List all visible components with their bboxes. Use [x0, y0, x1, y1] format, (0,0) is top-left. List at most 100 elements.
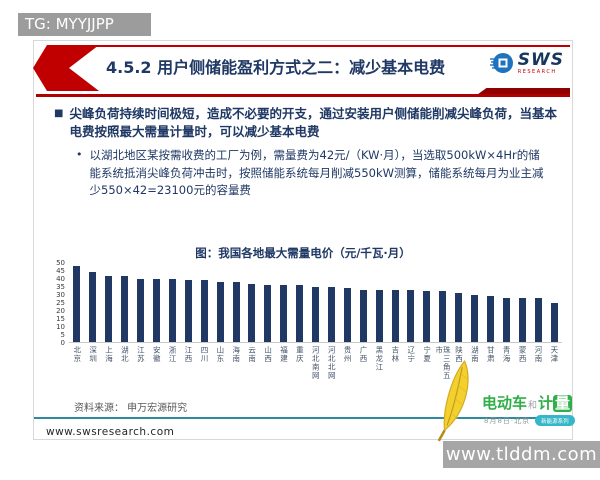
bar-slot	[482, 263, 499, 343]
bar	[534, 297, 542, 342]
bar	[375, 289, 383, 342]
bar-slot	[180, 263, 197, 343]
bar	[184, 280, 192, 342]
x-tick-label: 蒙西	[518, 346, 528, 363]
bar-column: 河北北网	[323, 263, 340, 389]
x-tick-label: 上海	[104, 346, 114, 363]
brand-boxed-char: 量	[553, 394, 573, 413]
x-tick-label: 天津	[549, 346, 559, 363]
bar-slot	[307, 263, 324, 343]
x-tick-label: 宁夏	[422, 346, 432, 363]
bar	[105, 275, 113, 342]
y-tick-label: 40	[56, 274, 65, 283]
y-tick-label: 50	[56, 258, 65, 267]
bar	[280, 285, 288, 342]
bar-column: 贵州	[339, 263, 356, 389]
bar-column: 上海	[100, 263, 117, 389]
x-tick-label: 山西	[263, 346, 273, 363]
y-tick-label: 0	[60, 338, 65, 347]
bar-column: 深圳	[84, 263, 101, 389]
bar	[152, 278, 160, 342]
bar	[312, 286, 320, 342]
bar-column: 山西	[259, 263, 276, 389]
y-tick-label: 35	[56, 282, 65, 291]
x-tick-label: 江苏	[136, 346, 146, 363]
bar-column: 海南	[228, 263, 244, 389]
bar	[248, 283, 256, 342]
tg-watermark-label: TG: MYYJJPP	[18, 13, 151, 36]
y-tick-label: 15	[56, 314, 65, 323]
bar-slot	[148, 263, 165, 343]
dot-bullet-icon: •	[76, 148, 83, 162]
bar-column: 江苏	[132, 263, 149, 389]
bar-slot	[164, 263, 181, 343]
x-tick-label: 珠三角五市	[434, 346, 452, 380]
x-tick-label: 河南	[533, 346, 543, 363]
bar-slot	[196, 263, 213, 343]
sws-website-text: www.swsresearch.com	[46, 426, 175, 438]
bar	[487, 296, 495, 342]
bar-slot	[355, 263, 372, 343]
bar-slot	[116, 263, 133, 343]
x-tick-label: 青海	[502, 346, 512, 363]
bar	[502, 297, 510, 342]
bar-column: 黑龙江	[371, 263, 388, 389]
bar	[200, 280, 208, 342]
x-tick-label: 湖南	[470, 346, 480, 363]
brand-subtitle: 8月8日·北京	[484, 416, 531, 425]
bar-column: 北京	[69, 263, 85, 389]
bullet-level1: ■ 尖峰负荷持续时间极短，造成不必要的开支，通过安装用户侧储能削减尖峰负荷，当基…	[54, 105, 560, 141]
bar-column: 云南	[243, 263, 260, 389]
plot-area: 北京 深圳 上海 湖北 江苏 安徽 浙江 江西 四川 山东 海南 云南 山西 福建 重庆 河北南网 河北北网 贵州…	[69, 263, 563, 389]
bar	[359, 289, 367, 342]
bar	[471, 294, 479, 342]
sws-logo-subtext: RESEARCH	[517, 68, 557, 75]
bar-slot	[434, 263, 451, 343]
sws-globe-icon	[489, 53, 513, 73]
x-tick-label: 湖北	[120, 346, 130, 363]
header-underline-thick	[474, 88, 570, 97]
header-underline-thin	[36, 94, 570, 97]
bar-slot	[259, 263, 276, 343]
x-tick-label: 陕西	[454, 346, 464, 363]
sws-logo: SWS RESEARCH	[489, 51, 564, 75]
footer-divider	[34, 417, 572, 419]
slide-title: 4.5.2 用户侧储能盈利方式之二：减少基本电费	[106, 58, 446, 77]
x-tick-label: 海南	[231, 346, 241, 363]
x-tick-label: 甘肃	[486, 346, 496, 363]
bar-column: 青海	[498, 263, 515, 389]
bar-column: 宁夏	[418, 263, 435, 389]
bar-slot	[403, 263, 419, 343]
bar-column: 山东	[212, 263, 229, 389]
x-tick-label: 四川	[199, 346, 209, 363]
bar	[327, 286, 335, 342]
bar-slot	[132, 263, 149, 343]
bar	[455, 293, 463, 342]
bar-column: 重庆	[291, 263, 308, 389]
bar-column: 广西	[355, 263, 372, 389]
bar-column: 河南	[530, 263, 547, 389]
bar-column: 湖北	[116, 263, 133, 389]
brand-main: 电动车	[482, 394, 528, 412]
x-tick-label: 河北南网	[311, 346, 321, 380]
x-tick-label: 山东	[215, 346, 225, 363]
brand-mid: 和	[528, 401, 538, 411]
bar	[137, 278, 145, 342]
brand-tail: 计	[538, 394, 554, 412]
bar	[391, 289, 399, 342]
chart-title: 图：我国各地最大需量电价（元/千瓦·月）	[195, 246, 411, 260]
bar-slot	[387, 263, 404, 343]
bar-slot	[228, 263, 244, 343]
bar-slot	[339, 263, 356, 343]
bar-slot	[275, 263, 292, 343]
y-tick-label: 5	[60, 330, 65, 339]
bar-slot	[243, 263, 260, 343]
x-tick-label: 广西	[359, 346, 369, 363]
brand-badge: 新能源系列	[535, 415, 575, 426]
x-tick-label: 北京	[72, 346, 82, 363]
bar	[216, 281, 224, 342]
bar	[423, 291, 431, 342]
x-tick-label: 安徽	[152, 346, 162, 363]
body-text: ■ 尖峰负荷持续时间极短，造成不必要的开支，通过安装用户侧储能削减尖峰负荷，当基…	[54, 105, 560, 199]
